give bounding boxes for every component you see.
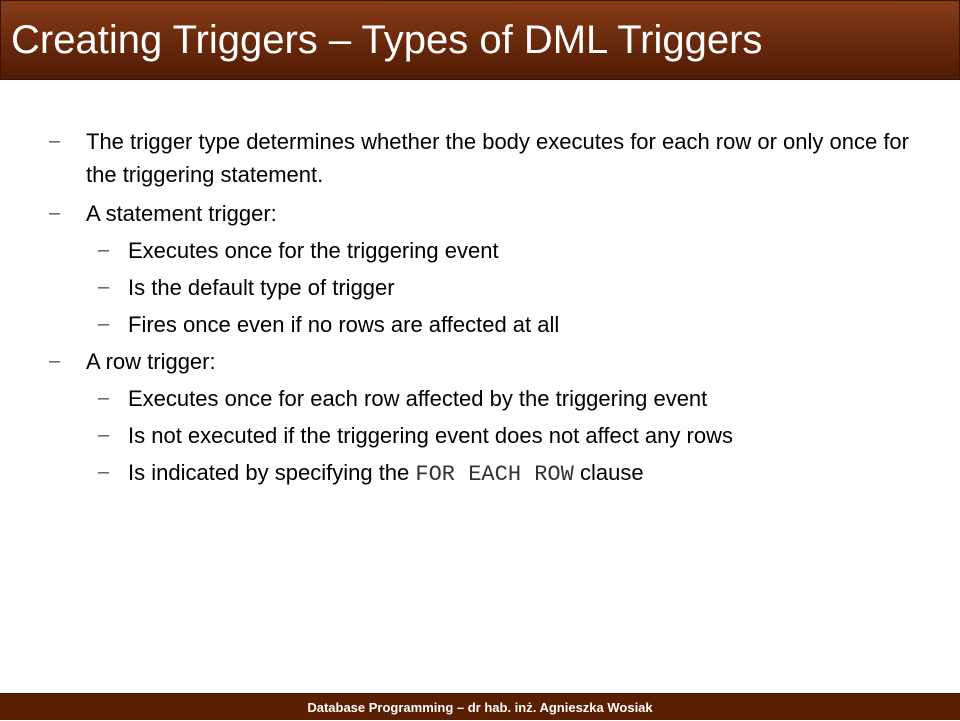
bullet-statement-trigger: – A statement trigger:: [0, 197, 960, 230]
bullet-text: Is not executed if the triggering event …: [128, 423, 733, 448]
bullet-row-trigger: – A row trigger:: [0, 345, 960, 378]
sub-bullet-default-type: – Is the default type of trigger: [0, 271, 960, 304]
bullet-dash: –: [98, 387, 110, 409]
bullet-dash: –: [98, 461, 110, 483]
bullet-dash: –: [98, 276, 110, 298]
bullet-text: Executes once for each row affected by t…: [128, 386, 708, 411]
footer-text: Database Programming – dr hab. inż. Agni…: [307, 700, 653, 715]
sub-bullet-executes-once: – Executes once for the triggering event: [0, 234, 960, 267]
bullet-text: A row trigger:: [86, 349, 216, 374]
sub-bullet-for-each-row: – Is indicated by specifying the FOR EAC…: [0, 456, 960, 491]
bullet-text-suffix: clause: [579, 460, 644, 485]
title-bar: Creating Triggers – Types of DML Trigger…: [0, 0, 960, 80]
slide-title: Creating Triggers – Types of DML Trigger…: [11, 18, 763, 62]
bullet-trigger-type: – The trigger type determines whether th…: [0, 125, 960, 191]
bullet-text: Is indicated by specifying the FOR EACH …: [128, 456, 928, 491]
bullet-text: The trigger type determines whether the …: [86, 129, 909, 187]
bullet-dash: –: [49, 202, 61, 224]
sub-bullet-fires-once: – Fires once even if no rows are affecte…: [0, 308, 960, 341]
footer-bar: Database Programming – dr hab. inż. Agni…: [0, 693, 960, 720]
bullet-text-prefix: Is indicated by specifying the: [128, 460, 410, 485]
bullet-text: Fires once even if no rows are affected …: [128, 312, 560, 337]
bullet-dash: –: [49, 350, 61, 372]
sub-bullet-not-executed: – Is not executed if the triggering even…: [0, 419, 960, 452]
bullet-dash: –: [49, 130, 61, 152]
bullet-dash: –: [98, 239, 110, 261]
bullet-dash: –: [98, 313, 110, 335]
bullet-text: A statement trigger:: [86, 201, 277, 226]
code-keyword: FOR EACH ROW: [415, 462, 574, 487]
bullet-text: Executes once for the triggering event: [128, 238, 499, 263]
sub-bullet-each-row: – Executes once for each row affected by…: [0, 382, 960, 415]
slide-content: – The trigger type determines whether th…: [0, 125, 960, 491]
bullet-text: Is the default type of trigger: [128, 275, 395, 300]
bullet-dash: –: [98, 424, 110, 446]
